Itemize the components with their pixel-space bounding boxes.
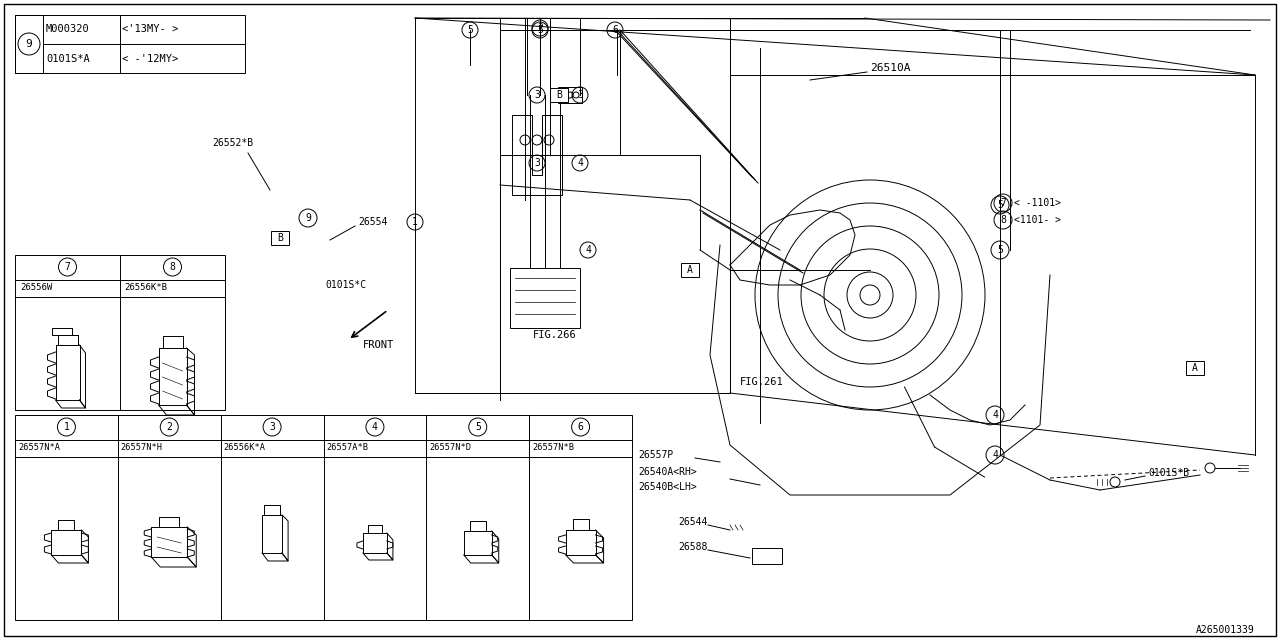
- Text: 26544: 26544: [678, 517, 708, 527]
- Text: 5: 5: [997, 200, 1004, 210]
- Text: A265001339: A265001339: [1197, 625, 1254, 635]
- Text: FIG.261: FIG.261: [740, 377, 783, 387]
- Text: < -1101>: < -1101>: [1014, 198, 1061, 208]
- Text: 4: 4: [992, 450, 998, 460]
- Text: A: A: [1192, 363, 1198, 373]
- Text: < -'12MY>: < -'12MY>: [122, 54, 178, 63]
- Text: 3: 3: [577, 90, 582, 100]
- Text: 3: 3: [534, 90, 540, 100]
- Bar: [509, 268, 580, 328]
- Text: B: B: [556, 90, 562, 100]
- Text: 26588: 26588: [678, 542, 708, 552]
- Text: 0101S*C: 0101S*C: [325, 280, 366, 290]
- Text: 5: 5: [997, 245, 1004, 255]
- Text: 0101S*B: 0101S*B: [1148, 468, 1189, 478]
- Text: 26510A: 26510A: [870, 63, 910, 73]
- Text: A: A: [687, 265, 692, 275]
- Text: 4: 4: [585, 245, 591, 255]
- Bar: [15, 255, 225, 410]
- Text: 26557N*B: 26557N*B: [532, 444, 575, 452]
- Bar: [1187, 361, 1204, 375]
- Text: 3: 3: [534, 158, 540, 168]
- Bar: [15, 15, 244, 73]
- Text: 26557A*B: 26557A*B: [326, 444, 369, 452]
- Text: 4: 4: [577, 158, 582, 168]
- Text: FRONT: FRONT: [362, 340, 394, 350]
- Text: 6: 6: [577, 422, 584, 432]
- Bar: [681, 263, 699, 277]
- Text: 8: 8: [169, 262, 175, 272]
- Text: 1: 1: [412, 217, 419, 227]
- Text: 0101S*A: 0101S*A: [46, 54, 90, 63]
- Bar: [753, 548, 782, 564]
- Text: 8: 8: [1000, 215, 1006, 225]
- Text: 26557N*A: 26557N*A: [18, 444, 60, 452]
- Text: 2: 2: [166, 422, 173, 432]
- Bar: [271, 231, 289, 245]
- Text: 2: 2: [538, 23, 543, 33]
- Text: 26557N*D: 26557N*D: [429, 444, 471, 452]
- Text: <1101- >: <1101- >: [1014, 215, 1061, 225]
- Text: 5: 5: [475, 422, 481, 432]
- Text: M000320: M000320: [46, 24, 90, 35]
- Text: 5: 5: [467, 25, 472, 35]
- Text: 7: 7: [1000, 198, 1006, 208]
- Bar: [15, 15, 44, 73]
- Text: 26556K*A: 26556K*A: [224, 444, 266, 452]
- Text: FIG.266: FIG.266: [532, 330, 577, 340]
- Text: 26556W: 26556W: [20, 284, 52, 292]
- Text: B: B: [276, 233, 283, 243]
- Circle shape: [860, 285, 881, 305]
- Bar: [15, 415, 632, 620]
- Text: <'13MY- >: <'13MY- >: [122, 24, 178, 35]
- Text: 9: 9: [305, 213, 311, 223]
- Text: 4: 4: [992, 410, 998, 420]
- Text: 6: 6: [612, 25, 618, 35]
- Text: 7: 7: [64, 262, 70, 272]
- Bar: [550, 88, 568, 102]
- Bar: [558, 87, 582, 103]
- Text: 9: 9: [26, 39, 32, 49]
- Text: 5: 5: [538, 25, 543, 35]
- Text: 3: 3: [269, 422, 275, 432]
- Bar: [415, 18, 730, 393]
- Text: 26557N*H: 26557N*H: [120, 444, 163, 452]
- Text: 26557P: 26557P: [637, 450, 673, 460]
- Text: 26540A<RH>: 26540A<RH>: [637, 467, 696, 477]
- Text: 1: 1: [64, 422, 69, 432]
- Text: 4: 4: [372, 422, 378, 432]
- Text: 26556K*B: 26556K*B: [124, 284, 166, 292]
- Text: 26552*B: 26552*B: [212, 138, 253, 148]
- Text: 26554: 26554: [358, 217, 388, 227]
- Text: 26540B<LH>: 26540B<LH>: [637, 482, 696, 492]
